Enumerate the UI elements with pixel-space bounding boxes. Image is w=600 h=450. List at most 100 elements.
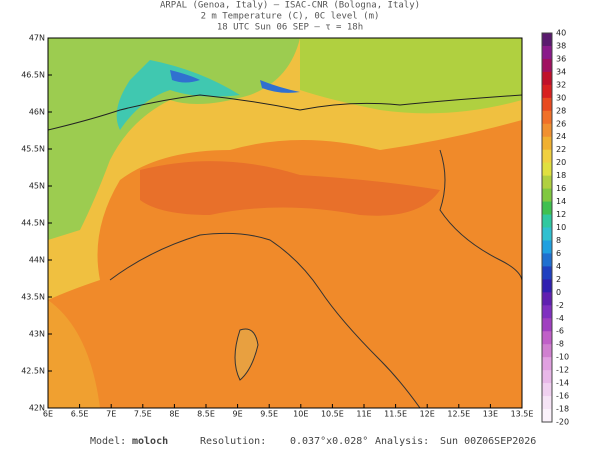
- colorbar-label: 14: [556, 197, 566, 206]
- colorbar-label: -18: [556, 405, 569, 414]
- color-band: [542, 292, 552, 306]
- header-line: 18 UTC Sun 06 SEP — τ = 18h: [217, 23, 363, 33]
- lon-label: 8.5E: [197, 410, 215, 419]
- colorbar-label: 20: [556, 158, 566, 167]
- color-band: [542, 84, 552, 99]
- colorbar-label: -2: [556, 301, 564, 310]
- color-band: [542, 357, 552, 371]
- colorbar-label: 30: [556, 93, 566, 102]
- lon-label: 9E: [233, 410, 243, 419]
- colorbar-label: 40: [556, 29, 566, 38]
- lon-label: 8E: [169, 410, 179, 419]
- color-band: [542, 45, 552, 60]
- lon-label: 13E: [483, 410, 498, 419]
- lon-label: 13.5E: [511, 410, 534, 419]
- header-line: 2 m Temperature (C), 0C level (m): [201, 12, 380, 22]
- colorbar-label: -10: [556, 353, 569, 362]
- lat-label: 46N: [29, 108, 45, 117]
- color-band: [542, 162, 552, 177]
- footer-value: moloch: [132, 436, 168, 447]
- temp-zone: [48, 38, 300, 240]
- lat-label: 43N: [29, 330, 45, 339]
- colorbar-label: 10: [556, 223, 566, 232]
- colorbar-label: 24: [556, 132, 566, 141]
- island: [234, 328, 259, 381]
- lat-label: 42.5N: [21, 367, 45, 376]
- footer-label: Analysis:: [375, 436, 429, 447]
- color-band: [542, 149, 552, 164]
- colorbar-label: 18: [556, 171, 566, 180]
- color-band: [542, 370, 552, 384]
- footer-value: Sun 00Z06SEP2026: [440, 436, 536, 447]
- map: [47, 37, 523, 409]
- colorbar-label: 32: [556, 80, 566, 89]
- colorbar-label: 12: [556, 210, 566, 219]
- lon-label: 10.5E: [321, 410, 344, 419]
- lon-label: 11E: [356, 410, 371, 419]
- lat-label: 43.5N: [21, 293, 45, 302]
- colorbar-label: 36: [556, 54, 566, 63]
- colorbar-frame: [541, 32, 553, 423]
- colorbar-label: 34: [556, 67, 566, 76]
- colorbar-label: -8: [556, 340, 564, 349]
- colorbar-label: 16: [556, 184, 566, 193]
- lat-label: 44.5N: [21, 219, 45, 228]
- colorbar-label: -4: [556, 314, 564, 323]
- coastline: [109, 232, 421, 409]
- colorbar-label: 2: [556, 275, 561, 284]
- color-band: [542, 240, 552, 254]
- temp-zone: [300, 38, 522, 114]
- color-band: [542, 396, 552, 410]
- colorbar-label: 28: [556, 106, 566, 115]
- lat-label: 45.5N: [21, 145, 45, 154]
- lon-label: 6.5E: [71, 410, 89, 419]
- footer-value: 0.037°x0.028°: [290, 436, 368, 447]
- color-band: [542, 33, 552, 47]
- lat-label: 44N: [29, 256, 45, 265]
- lat-label: 46.5N: [21, 71, 45, 80]
- color-band: [542, 266, 552, 280]
- lat-label: 47N: [29, 34, 45, 43]
- colorbar-label: 6: [556, 249, 561, 258]
- colorbar-label: 0: [556, 288, 561, 297]
- color-band: [542, 136, 552, 151]
- color-band: [542, 227, 552, 241]
- color-band: [542, 201, 552, 216]
- temp-zone: [116, 60, 240, 130]
- lon-label: 12E: [420, 410, 435, 419]
- color-band: [542, 279, 552, 293]
- color-band: [542, 188, 552, 203]
- lon-label: 7E: [106, 410, 116, 419]
- colorbar-label: 4: [556, 262, 561, 271]
- colorbar-label: 22: [556, 145, 566, 154]
- color-band: [542, 344, 552, 358]
- lon-label: 11.5E: [384, 410, 407, 419]
- lon-label: 6E: [43, 410, 53, 419]
- coastline: [439, 149, 523, 281]
- color-band: [542, 97, 552, 112]
- color-band: [542, 175, 552, 190]
- colorbar-label: 38: [556, 41, 566, 50]
- color-band: [542, 71, 552, 86]
- color-band: [542, 409, 552, 423]
- color-band: [542, 253, 552, 267]
- temp-zone: [170, 70, 300, 93]
- colorbar-label: -16: [556, 392, 569, 401]
- lon-label: 7.5E: [134, 410, 152, 419]
- colorbar-label: 26: [556, 119, 566, 128]
- color-band: [542, 305, 552, 319]
- color-band: [542, 331, 552, 345]
- color-band: [542, 123, 552, 138]
- colorbar-label: 8: [556, 236, 561, 245]
- colorbar-label: -20: [556, 418, 569, 427]
- color-band: [542, 318, 552, 332]
- colorbar-label: -14: [556, 379, 569, 388]
- temp-zone: [48, 300, 100, 408]
- border-line: [47, 94, 523, 131]
- colorbar-label: -12: [556, 366, 569, 375]
- lat-label: 45N: [29, 182, 45, 191]
- lat-label: 42N: [29, 404, 45, 413]
- header-line: ARPAL (Genoa, Italy) — ISAC-CNR (Bologna…: [160, 1, 420, 11]
